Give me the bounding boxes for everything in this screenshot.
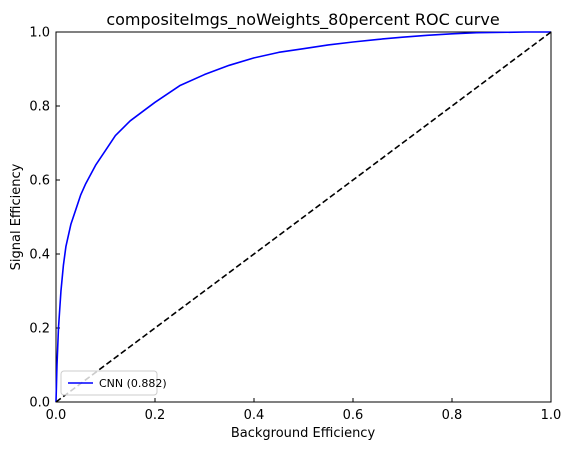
x-axis-ticks: 0.0 0.2 0.4 0.6 0.8 1.0 [46, 398, 562, 423]
random-guess-diagonal-line [55, 31, 552, 403]
y-tick-label: 0.2 [29, 322, 50, 337]
y-tick-label: 0.0 [29, 396, 50, 411]
x-axis-label: Background Efficiency [231, 426, 376, 441]
cnn-roc-curve [55, 31, 551, 403]
y-tick-label: 0.8 [29, 100, 50, 115]
plot-frame [55, 31, 552, 403]
y-tick-label: 0.4 [29, 248, 50, 263]
plot-area: 0.0 0.2 0.4 0.6 0.8 1.0 0.0 0.2 0.4 0.6 0.8 1.0 [29, 26, 561, 424]
y-axis-label: Signal Efficiency [9, 163, 24, 270]
x-tick-label: 0.0 [46, 408, 67, 423]
y-axis-ticks: 0.0 0.2 0.4 0.6 0.8 1.0 [29, 26, 60, 411]
legend-box [60, 370, 158, 396]
x-tick-label: 1.0 [541, 408, 562, 423]
y-tick-label: 0.6 [29, 174, 50, 189]
legend: CNN (0.882) [60, 370, 167, 396]
series-layer [55, 31, 552, 403]
x-tick-label: 0.2 [145, 408, 166, 423]
x-tick-label: 0.8 [442, 408, 463, 423]
x-tick-label: 0.6 [343, 408, 364, 423]
y-tick-label: 1.0 [29, 26, 50, 41]
legend-label-cnn: CNN (0.882) [99, 377, 167, 390]
chart-title: compositeImgs_noWeights_80percent ROC cu… [106, 10, 499, 30]
x-tick-label: 0.4 [244, 408, 265, 423]
